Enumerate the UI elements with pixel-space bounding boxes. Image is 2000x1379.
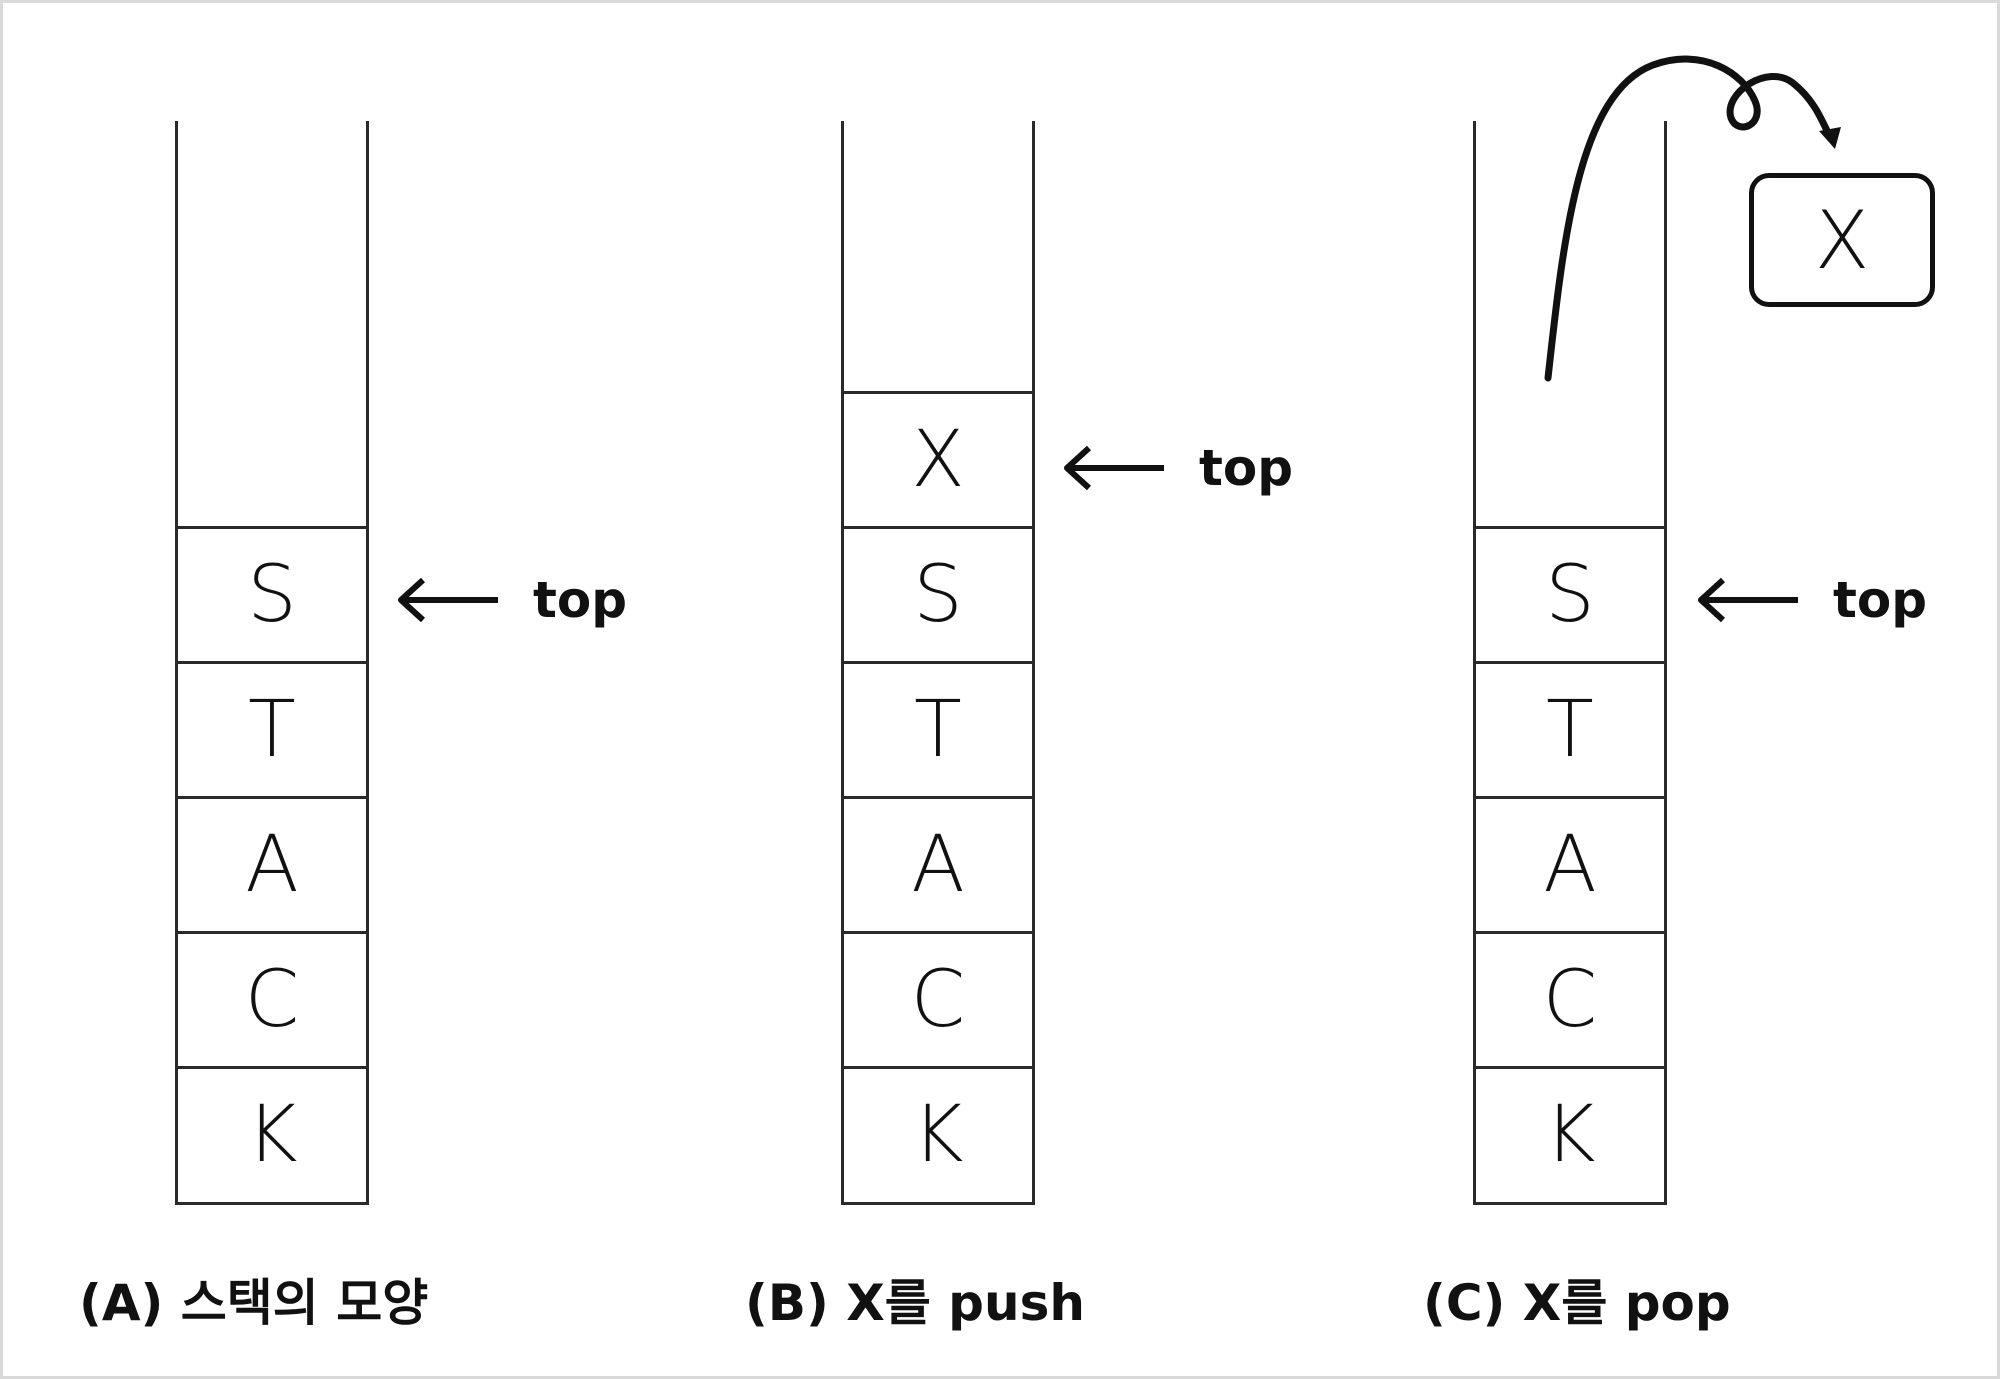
stack-cell: S (841, 526, 1035, 661)
top-label: top (1833, 571, 1928, 629)
top-pointer-a: top (393, 570, 627, 630)
caption-b: (B) X를 push (745, 1274, 1085, 1332)
stack-cell: K (841, 1066, 1035, 1201)
left-arrow-icon (1698, 577, 1798, 623)
stack-cell: T (841, 661, 1035, 796)
popped-element-box: X (1749, 173, 1935, 307)
stack-cell: K (1473, 1066, 1667, 1201)
stack-cell: C (841, 931, 1035, 1066)
stack-cell: A (1473, 796, 1667, 931)
top-label: top (1199, 439, 1294, 497)
stack-floor (841, 1202, 1035, 1205)
stack-b: X S T A C K (841, 121, 1035, 1205)
stack-cell: S (175, 526, 369, 661)
stack-cell: C (175, 931, 369, 1066)
top-pointer-c: top (1693, 570, 1927, 630)
left-arrow-icon (1064, 445, 1164, 491)
caption-a: (A) 스택의 모양 (79, 1274, 429, 1332)
stack-cell: S (1473, 526, 1667, 661)
stack-cell: X (841, 391, 1035, 526)
stack-cell: A (841, 796, 1035, 931)
top-pointer-b: top (1059, 438, 1293, 498)
stack-cell: T (1473, 661, 1667, 796)
stack-cell: C (1473, 931, 1667, 1066)
stack-c: S T A C K (1473, 121, 1667, 1205)
caption-c: (C) X를 pop (1423, 1274, 1731, 1332)
top-label: top (533, 571, 628, 629)
stack-a: S T A C K (175, 121, 369, 1205)
stack-floor (175, 1202, 369, 1205)
stack-cell: A (175, 796, 369, 931)
stack-cell: K (175, 1066, 369, 1201)
stack-cell: T (175, 661, 369, 796)
stack-floor (1473, 1202, 1667, 1205)
left-arrow-icon (398, 577, 498, 623)
